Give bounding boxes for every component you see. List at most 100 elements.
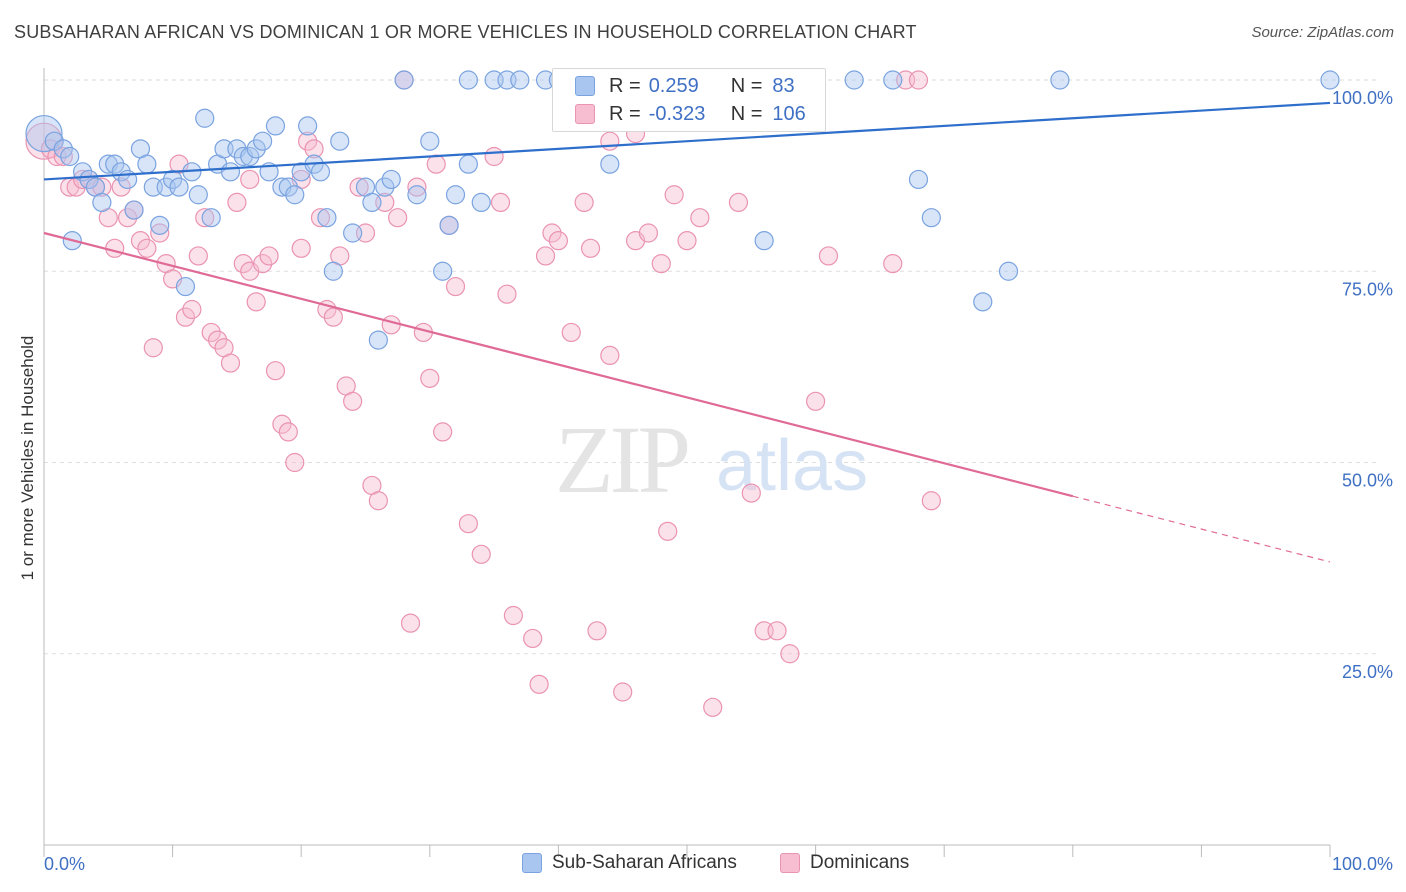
sub-saharan-point [407, 185, 427, 205]
dominicans-point [227, 192, 247, 212]
sub-saharan-point [420, 131, 440, 151]
dominicans-point [497, 284, 517, 304]
dominicans-point [304, 139, 324, 159]
watermark-atlas: atlas [716, 426, 868, 506]
sub-saharan-point [92, 192, 112, 212]
dominicans-point [420, 368, 440, 388]
sub-saharan-point [253, 131, 273, 151]
dominicans-point [690, 208, 710, 228]
legend-r-label: R = [609, 102, 641, 125]
legend-item-label: Dominicans [810, 852, 910, 873]
sub-saharan-point [79, 169, 99, 190]
sub-saharan-point [150, 215, 170, 235]
dominicans-trend-extension [1072, 495, 1331, 563]
legend-r-value: 0.259 [648, 74, 699, 97]
dominicans-point [458, 514, 478, 534]
sub-saharan-point [201, 208, 221, 228]
y-tick-label: 25.0% [1342, 662, 1393, 682]
dominicans-point [503, 605, 523, 626]
sub-saharan-point [278, 177, 298, 197]
legend-n-label: N = [730, 74, 763, 97]
sub-saharan-point [458, 154, 478, 174]
watermark-zip: ZIP [555, 406, 688, 513]
legend-n-value: 106 [772, 102, 806, 125]
sub-saharan-point [381, 169, 401, 190]
dominicans-point [130, 231, 151, 251]
dominicans-point [285, 452, 305, 473]
dominicans-point [561, 322, 581, 343]
dominicans-point [208, 330, 228, 350]
sub-saharan-point [458, 70, 478, 90]
dominicans-point [728, 192, 749, 212]
dominicans-point [587, 621, 607, 641]
dominicans-point [638, 223, 659, 243]
sub-saharan-point [240, 146, 260, 167]
dominicans-point [105, 238, 125, 258]
sub-saharan-point [908, 169, 929, 190]
sub-saharan-point [921, 208, 941, 228]
legend-n-value: 83 [772, 74, 795, 97]
sub-saharan-point [445, 185, 466, 205]
sub-saharan-point [343, 223, 363, 243]
dominicans-point [117, 208, 138, 228]
sub-saharan-point [394, 70, 414, 90]
sub-saharan-point [368, 330, 388, 350]
sub-saharan-point [220, 162, 241, 182]
sub-saharan-point [1050, 70, 1070, 90]
sub-saharan-point [883, 70, 903, 90]
dominicans-points [25, 70, 941, 717]
dominicans-point [433, 422, 453, 442]
sub-saharan-point [285, 185, 305, 205]
legend-swatch-pink [575, 104, 595, 124]
dominicans-point [143, 338, 163, 358]
grid-lines [44, 79, 1380, 655]
correlation-legend: R = 0.259 N = 83 R = -0.323 N = 106 [552, 68, 826, 132]
sub-saharan-point [163, 169, 183, 190]
dominicans-point [278, 422, 298, 442]
dominicans-point [767, 621, 787, 641]
sub-saharan-point [375, 177, 395, 197]
dominicans-point [780, 644, 800, 664]
sub-saharan-point [310, 162, 331, 182]
sub-saharan-point [510, 70, 530, 90]
sub-saharan-point [330, 131, 350, 151]
sub-saharan-point [471, 192, 491, 212]
x-tick-label: 100.0% [1332, 854, 1393, 874]
sub-saharan-point [323, 261, 343, 281]
dominicans-point [471, 544, 491, 564]
dominicans-point [703, 697, 723, 717]
dominicans-point [613, 682, 633, 702]
dominicans-point [542, 223, 562, 243]
legend-item-sub-saharan: Sub-Saharan Africans [522, 852, 737, 874]
x-tick-label: 0.0% [44, 854, 85, 874]
watermark: ZIP atlas [555, 406, 868, 513]
dominicans-point [908, 70, 929, 90]
dominicans-point [574, 192, 594, 212]
dominicans-point [111, 177, 131, 197]
sub-saharan-point [105, 154, 125, 174]
trend-lines [43, 101, 1331, 563]
dominicans-point [240, 169, 260, 190]
sub-saharan-point [298, 116, 318, 136]
tick-labels: 0.0% 100.0% 25.0% 50.0% 75.0% 100.0% [44, 88, 1393, 874]
dominicans-point [343, 391, 363, 411]
dominicans-point [407, 177, 427, 197]
dominicans-point [272, 414, 292, 434]
dominicans-trend-line [43, 231, 1074, 498]
sub-saharan-point [754, 231, 774, 251]
sub-saharan-point [246, 139, 266, 159]
dominicans-point [388, 208, 408, 228]
dominicans-point [233, 254, 253, 274]
dominicans-point [426, 154, 446, 174]
dominicans-point [658, 521, 678, 541]
dominicans-point [150, 223, 170, 243]
legend-swatch-pink [780, 853, 800, 873]
dominicans-point [883, 254, 903, 274]
sub-saharan-point [53, 139, 73, 159]
y-axis-label: 1 or more Vehicles in Household [18, 335, 37, 581]
dominicans-point [310, 208, 331, 228]
sub-saharan-point [433, 261, 453, 281]
dominicans-point [600, 131, 620, 151]
dominicans-point [175, 307, 196, 327]
